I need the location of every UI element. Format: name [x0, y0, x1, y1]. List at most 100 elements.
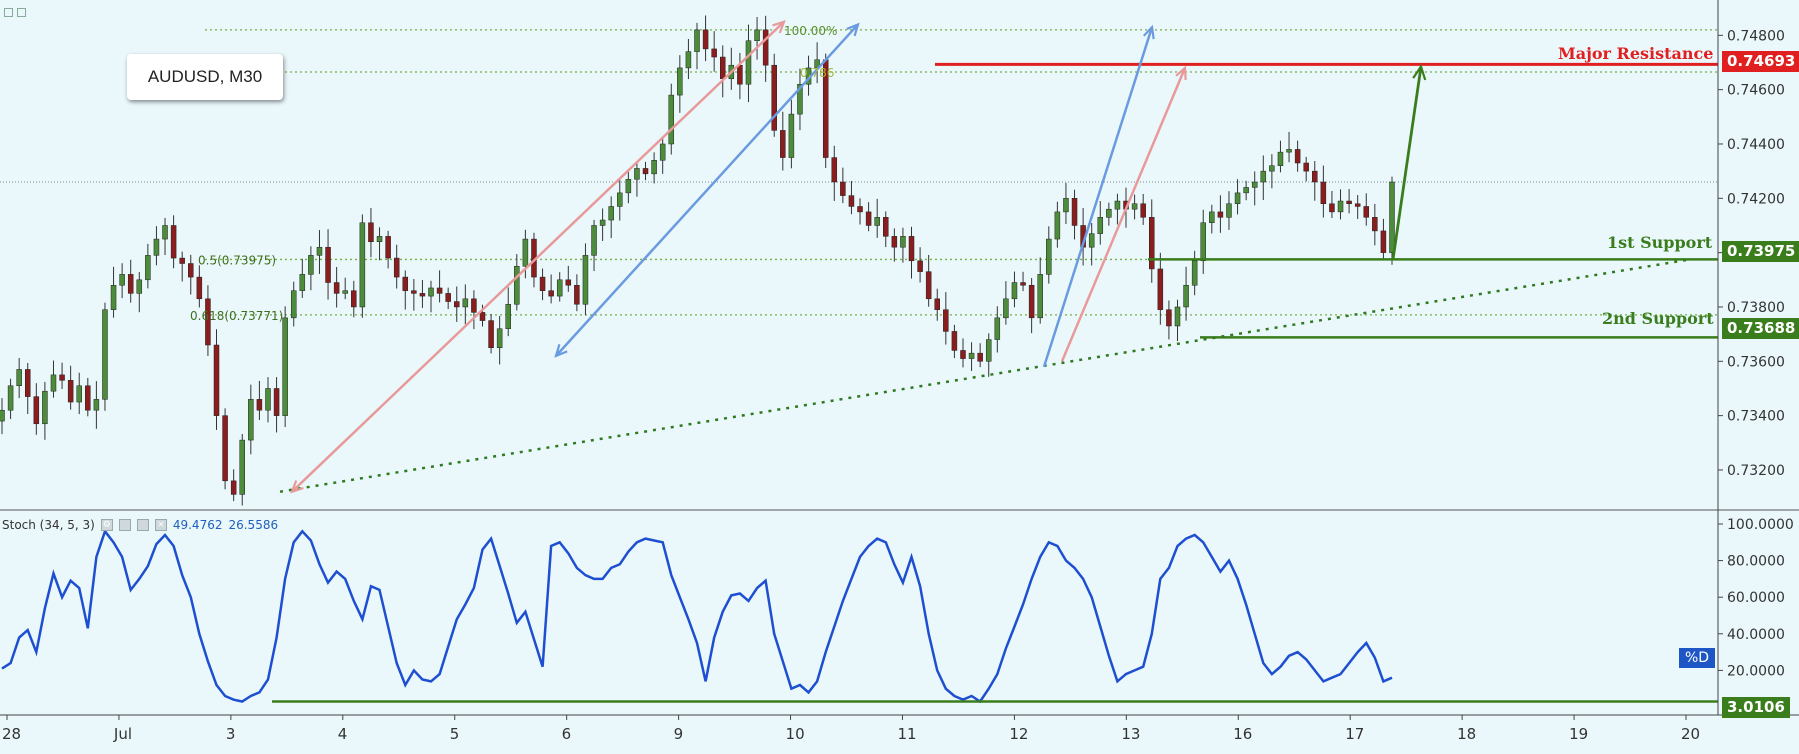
stoch-title: Stoch (34, 5, 3): [2, 518, 95, 532]
candle-body: [977, 352, 983, 362]
blue-arrow-projection: [1042, 26, 1154, 368]
candle-body: [85, 385, 91, 411]
trend-line: [279, 258, 1691, 493]
price-tick-label: 0.74400: [1727, 137, 1785, 153]
candle-body: [883, 217, 889, 237]
candle-body: [1071, 198, 1078, 226]
fib-100-label: 100.00%: [784, 24, 837, 38]
hide-icon[interactable]: [118, 519, 131, 531]
candle-body: [196, 276, 203, 300]
candle-body: [985, 339, 992, 362]
minimize-icon[interactable]: [4, 8, 13, 17]
stoch-k-value: 49.4762: [172, 518, 223, 532]
major-resistance-price-tag: 0.74693: [1722, 51, 1799, 72]
candle-body: [162, 225, 168, 240]
candle-body: [737, 64, 743, 85]
candle-body: [1337, 200, 1344, 213]
candle-body: [411, 290, 417, 294]
candle-body: [76, 385, 82, 403]
candle-body: [1028, 284, 1035, 319]
candle-body: [462, 298, 469, 308]
candle-body: [445, 293, 451, 302]
candle-body: [900, 236, 906, 248]
candle-body: [24, 369, 31, 397]
candle-body: [865, 211, 872, 226]
candle-body: [891, 236, 898, 248]
candle-body: [1329, 203, 1335, 213]
candle-body: [239, 439, 245, 495]
second-support-label: 2nd Support: [1602, 309, 1714, 328]
candle-body: [1037, 274, 1043, 319]
price-tick-label: 0.73400: [1727, 409, 1785, 425]
candle-body: [110, 284, 117, 310]
price-tick-label: 0.73600: [1727, 354, 1785, 370]
price-tick-label: 0.74800: [1727, 28, 1785, 44]
candle-body: [471, 298, 477, 313]
candle-body: [771, 64, 777, 131]
candle-body: [1183, 284, 1189, 308]
fib-05-label: 0.5(0.73975): [198, 253, 276, 267]
candle-body: [599, 219, 606, 226]
date-tick-label: 4: [338, 725, 348, 743]
candle-body: [1312, 170, 1318, 183]
candle-body: [222, 415, 228, 482]
blue-arrow-head: [846, 22, 860, 37]
candle-body: [299, 274, 306, 291]
date-tick-label: 13: [1121, 725, 1140, 743]
close-icon[interactable]: ×: [154, 519, 167, 531]
pink-arrow-head: [290, 480, 304, 494]
corner-controls[interactable]: [4, 8, 26, 17]
green-arrow: [1391, 66, 1423, 260]
blue-arrow-head: [554, 344, 568, 358]
candle-body: [1140, 203, 1146, 218]
candle-body: [59, 374, 65, 381]
date-tick-label: Jul: [113, 725, 132, 743]
candle-body: [282, 317, 288, 416]
candle-body: [617, 192, 623, 207]
candle-body: [1354, 203, 1361, 207]
candle-body: [608, 206, 614, 221]
candle-body: [874, 217, 880, 226]
candle-body: [205, 298, 211, 346]
candle-body: [514, 265, 520, 305]
candle-body: [153, 238, 160, 256]
candle-body: [968, 352, 975, 359]
stoch-panel: [0, 509, 1799, 704]
candle-body: [505, 304, 511, 329]
candle-body: [685, 51, 692, 69]
candle-body: [565, 279, 572, 286]
date-tick-label: 28: [2, 725, 21, 743]
candle-body: [0, 409, 5, 422]
date-tick-label: 10: [786, 725, 805, 743]
candle-body: [316, 246, 323, 256]
candle-body: [797, 83, 803, 115]
candle-body: [1260, 170, 1267, 183]
candle-body: [1131, 203, 1138, 210]
candle-body: [1277, 151, 1284, 166]
more-icon[interactable]: [136, 519, 149, 531]
candle-body: [745, 40, 752, 85]
settings-icon[interactable]: ⚙: [100, 519, 113, 531]
stoch-tick-label: 40.0000: [1727, 627, 1785, 643]
candle-body: [1020, 282, 1026, 286]
price-tick-label: 0.73800: [1727, 300, 1785, 316]
stoch-tick-label: 100.0000: [1727, 517, 1794, 533]
date-tick-label: 3: [226, 725, 236, 743]
date-tick-label: 9: [674, 725, 684, 743]
candle-body: [1346, 200, 1352, 204]
candle-body: [1114, 200, 1121, 210]
fullscreen-icon[interactable]: [17, 8, 26, 17]
candle-body: [840, 181, 846, 196]
candle-body: [659, 143, 666, 161]
candle-body: [16, 369, 22, 387]
candle-body: [908, 236, 915, 262]
candle-body: [119, 274, 125, 286]
stoch-d-value: 26.5586: [228, 518, 279, 532]
candle-body: [488, 320, 494, 348]
pink-arrow-projection: [1060, 67, 1187, 362]
candle-body: [1217, 211, 1224, 218]
symbol-label[interactable]: AUDUSD, M30: [127, 54, 283, 100]
candle-body: [1097, 217, 1104, 234]
